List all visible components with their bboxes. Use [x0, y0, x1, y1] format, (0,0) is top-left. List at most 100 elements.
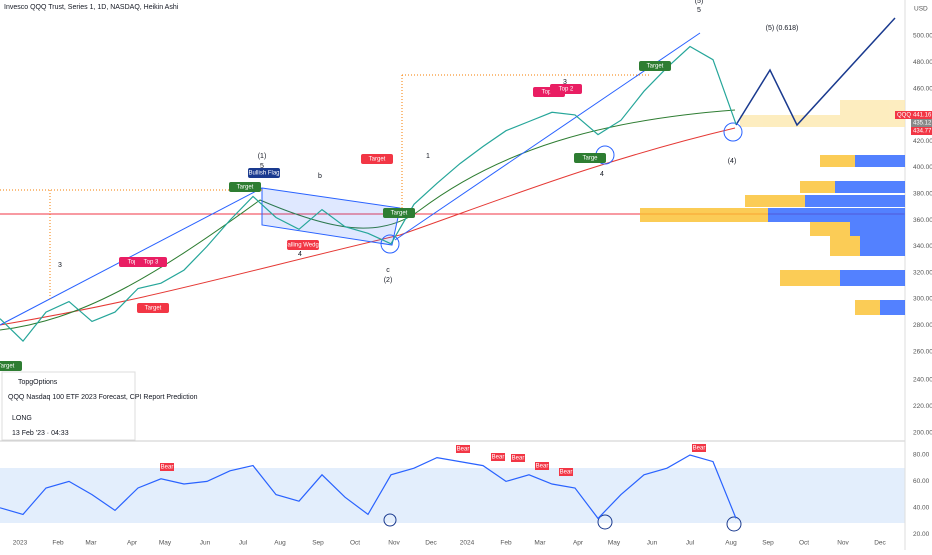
price-tag-label: 434.77: [913, 129, 932, 135]
price-axis-label: 400.00: [913, 164, 932, 171]
time-axis-label: Oct: [350, 540, 360, 547]
time-axis-label: Apr: [573, 540, 584, 547]
time-axis-label: Apr: [127, 540, 138, 547]
time-axis-label: 2024: [460, 540, 475, 547]
price-axis-label: 480.00: [913, 59, 932, 66]
bear-box: [491, 453, 505, 461]
annotation-label: Target: [391, 211, 408, 217]
bear-label: Bear: [512, 456, 525, 462]
annotation-label: Target: [369, 157, 386, 163]
annotation-box: [550, 84, 582, 94]
rsi-axis-label: 80.00: [913, 452, 930, 459]
time-axis-label: Mar: [534, 540, 546, 547]
price-axis-label: 320.00: [913, 269, 932, 276]
price-line: [0, 45, 737, 342]
annotation-box: [135, 257, 167, 267]
wave-label: 5: [260, 163, 264, 170]
annotation-label: Target: [145, 306, 162, 312]
annotation-box: [287, 240, 319, 250]
wave-label: 3: [563, 79, 567, 86]
time-axis-label: Nov: [388, 540, 400, 547]
annotation-label: Falling Wedge: [284, 243, 323, 249]
price-tag: [911, 119, 932, 127]
volume-axis-label: 200.00: [913, 430, 932, 437]
bear-box: [160, 463, 174, 471]
time-axis-label: 2023: [13, 540, 28, 547]
time-axis-label: Dec: [425, 540, 437, 547]
time-axis-label: Nov: [837, 540, 849, 547]
rsi-band: [0, 468, 905, 523]
price-tag-label: 435.12: [913, 121, 932, 127]
bear-label: Bear: [560, 470, 573, 476]
bear-box: [692, 444, 706, 452]
price-tag: [911, 127, 932, 135]
rsi-axis-label: 20.00: [913, 531, 930, 538]
idea-card[interactable]: [1, 371, 136, 441]
annotation-box: [248, 168, 280, 178]
time-axis-label: Feb: [52, 540, 64, 547]
annotation-label: Target: [0, 364, 15, 370]
time-axis-label: Feb: [500, 540, 512, 547]
price-axis-label: 500.00: [913, 33, 932, 40]
bear-label: Bear: [457, 447, 470, 453]
bear-box: [511, 454, 525, 462]
wave-label: (2): [384, 277, 393, 284]
annotation-box: [229, 182, 261, 192]
price-tag: [911, 111, 932, 119]
price-axis-label: 340.00: [913, 243, 932, 250]
time-axis-label: Aug: [725, 540, 737, 547]
wave-label: (4): [728, 158, 737, 165]
currency: USD: [914, 6, 928, 13]
bear-label: Bear: [161, 465, 174, 471]
wave-label: 3: [58, 262, 62, 269]
card-direction: LONG: [12, 415, 32, 422]
wave-label: b: [318, 173, 322, 180]
price-axis-label: 360.00: [913, 217, 932, 224]
wave-label: (5) (0.618): [766, 25, 799, 32]
bear-label: Bear: [536, 464, 549, 470]
time-axis-label: Jun: [647, 540, 658, 547]
price-tag: [895, 111, 911, 119]
annotation-label: Top 2: [559, 87, 574, 93]
time-axis-label: Jul: [686, 540, 695, 547]
time-axis-label: Aug: [274, 540, 286, 547]
volume-profile: [640, 100, 905, 315]
rsi-axis-label: 40.00: [913, 505, 930, 512]
annotation-label: Target: [237, 185, 254, 191]
price-axis-label: 420.00: [913, 138, 932, 145]
time-axis-label: Sep: [312, 540, 324, 547]
annotation-box: [361, 154, 393, 164]
card-author: TopgOptions: [18, 379, 58, 386]
rsi-line: [0, 454, 737, 520]
rsi-axis-label: 60.00: [913, 478, 930, 485]
bear-label: Bear: [693, 446, 706, 452]
card-title: QQQ Nasdaq 100 ETF 2023 Forecast, CPI Re…: [8, 394, 198, 401]
annotation-box: [574, 153, 606, 163]
annotation-box: [137, 303, 169, 313]
time-axis-label: Jul: [239, 540, 248, 547]
time-axis-label: May: [608, 540, 621, 547]
chart-title: Invesco QQQ Trust, Series 1, 1D, NASDAQ,…: [4, 4, 179, 11]
wave-label: (5): [695, 0, 704, 5]
annotation-label: Top 1: [542, 90, 557, 96]
bear-box: [559, 468, 573, 476]
card-date: 13 Feb '23 · 04:33: [12, 430, 69, 437]
annotation-box: [639, 61, 671, 71]
price-tag-label: QQQ: [897, 113, 911, 119]
time-axis-label: Oct: [799, 540, 809, 547]
wave-label: 5: [697, 7, 701, 14]
wave-label: 1: [426, 153, 430, 160]
bear-box: [535, 462, 549, 470]
annotation-label: Targe: [582, 156, 598, 162]
volume-axis-label: 240.00: [913, 377, 932, 384]
price-axis-label: 460.00: [913, 85, 932, 92]
bear-label: Bear: [492, 455, 505, 461]
price-axis-label: 260.00: [913, 348, 932, 355]
annotation-label: Target: [647, 64, 664, 70]
volume-axis-label: 220.00: [913, 403, 932, 410]
price-tag-label: 441.16: [913, 113, 932, 119]
price-axis-label: 300.00: [913, 296, 932, 303]
bear-box: [456, 445, 470, 453]
